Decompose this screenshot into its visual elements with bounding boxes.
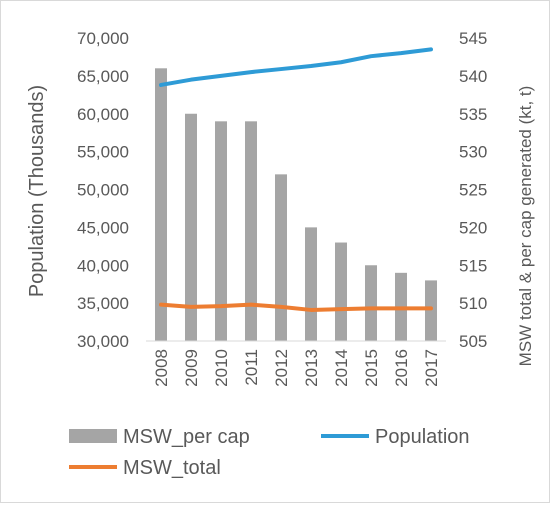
bar-msw-per-cap-2015 bbox=[365, 265, 377, 341]
bar-msw-per-cap-2008 bbox=[155, 68, 167, 342]
x-axis-ticks: 2008 2009 2010 2011 2012 2013 2014 2015 2016 2017 bbox=[152, 349, 441, 387]
x-tick-label: 2008 bbox=[152, 349, 171, 387]
x-tick-label: 2015 bbox=[362, 349, 381, 387]
right-tick-label: 510 bbox=[459, 294, 487, 313]
right-tick-label: 520 bbox=[459, 218, 487, 237]
legend-swatch-msw-per-cap bbox=[69, 429, 117, 443]
bar-msw-per-cap-2011 bbox=[245, 121, 257, 341]
legend-label-msw-total: MSW_total bbox=[123, 457, 221, 479]
right-tick-label: 530 bbox=[459, 143, 487, 162]
left-tick-label: 65,000 bbox=[77, 67, 129, 86]
line-msw-total bbox=[159, 302, 433, 312]
bar-msw-per-cap-2010 bbox=[215, 121, 227, 341]
bar-msw-per-cap-2009 bbox=[185, 113, 197, 341]
x-tick-label: 2016 bbox=[392, 349, 411, 387]
left-tick-label: 70,000 bbox=[77, 29, 129, 48]
bar-msw-per-cap-2012 bbox=[275, 174, 287, 341]
bar-msw-per-cap-2017 bbox=[425, 280, 437, 341]
right-tick-label: 545 bbox=[459, 29, 487, 48]
bars-layer bbox=[155, 68, 437, 342]
left-tick-label: 40,000 bbox=[77, 256, 129, 275]
bar-msw-per-cap-2013 bbox=[305, 227, 317, 341]
right-tick-label: 540 bbox=[459, 67, 487, 86]
left-tick-label: 35,000 bbox=[77, 294, 129, 313]
right-tick-label: 525 bbox=[459, 181, 487, 200]
left-tick-label: 60,000 bbox=[77, 105, 129, 124]
bar-msw-per-cap-2014 bbox=[335, 242, 347, 341]
x-tick-label: 2012 bbox=[272, 349, 291, 387]
left-tick-label: 30,000 bbox=[77, 332, 129, 351]
right-axis-ticks: 505 510 515 520 525 530 535 540 545 bbox=[459, 29, 487, 351]
x-tick-label: 2017 bbox=[422, 349, 441, 387]
x-tick-label: 2009 bbox=[182, 349, 201, 387]
right-tick-label: 535 bbox=[459, 105, 487, 124]
legend-label-population: Population bbox=[375, 426, 470, 448]
left-axis-ticks: 30,000 35,000 40,000 45,000 50,000 55,000 60,0… bbox=[77, 29, 129, 351]
x-tick-label: 2014 bbox=[332, 349, 351, 387]
right-tick-label: 505 bbox=[459, 332, 487, 351]
left-axis-title: Population (Thousands) bbox=[26, 85, 48, 297]
left-tick-label: 55,000 bbox=[77, 143, 129, 162]
x-tick-label: 2013 bbox=[302, 349, 321, 387]
left-tick-label: 50,000 bbox=[77, 181, 129, 200]
legend: MSW_per cap Population MSW_total bbox=[69, 426, 470, 479]
x-tick-label: 2011 bbox=[242, 349, 261, 386]
legend-label-msw-per-cap: MSW_per cap bbox=[123, 426, 250, 448]
lines-layer bbox=[159, 47, 433, 312]
x-tick-label: 2010 bbox=[212, 349, 231, 387]
right-axis-title: MSW total & per cap generated (kt, t) bbox=[516, 86, 535, 367]
right-tick-label: 515 bbox=[459, 256, 487, 275]
left-tick-label: 45,000 bbox=[77, 218, 129, 237]
line-population bbox=[159, 47, 433, 87]
